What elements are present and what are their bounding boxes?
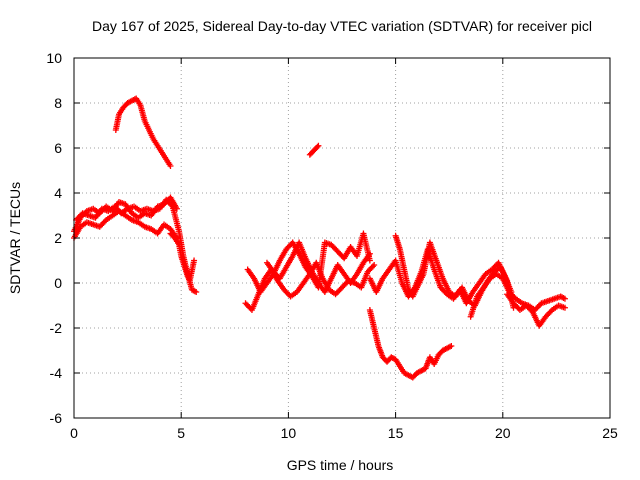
x-tick-label: 20 [495, 425, 511, 441]
data-point [561, 304, 568, 311]
data-point [193, 289, 200, 295]
y-tick-label: -2 [50, 320, 63, 336]
series-mid-c [263, 239, 373, 295]
data-point [315, 142, 322, 149]
data-point [448, 343, 455, 349]
data-point [371, 262, 378, 268]
x-tick-label: 0 [70, 425, 78, 441]
x-tick-label: 10 [281, 425, 297, 441]
series-mid-b [242, 259, 378, 313]
x-axis-label: GPS time / hours [287, 457, 394, 473]
y-tick-label: -6 [50, 410, 63, 426]
y-tick-label: 8 [54, 95, 62, 111]
y-tick-label: 6 [54, 140, 62, 156]
data-point [366, 250, 373, 257]
y-tick-label: 4 [54, 185, 62, 201]
series-small-11h [306, 142, 322, 158]
data-point [191, 257, 198, 264]
y-tick-label: 2 [54, 230, 62, 246]
series-late-b [504, 291, 568, 329]
series-high-arc [112, 95, 174, 169]
series-late-a [467, 271, 568, 320]
y-axis-label: SDTVAR / TECUs [7, 182, 23, 294]
series-early-d [167, 230, 198, 284]
x-tick-label: 5 [177, 425, 185, 441]
grid-lines [74, 58, 610, 418]
series-dip [366, 307, 455, 381]
y-tick-label: 10 [46, 50, 62, 66]
data-point [561, 295, 568, 302]
data-point [366, 257, 373, 264]
x-tick-label: 15 [388, 425, 404, 441]
data-point [314, 143, 321, 150]
y-tick-label: -4 [50, 365, 63, 381]
data-marks [71, 95, 568, 381]
axis-ticks: 0 5 10 15 20 25 -6 -4 -2 0 2 4 6 8 10 [46, 50, 618, 441]
series-early-c [73, 196, 200, 295]
chart-title: Day 167 of 2025, Sidereal Day-to-day VTE… [92, 18, 592, 34]
x-tick-label: 25 [602, 425, 618, 441]
y-tick-label: 0 [54, 275, 62, 291]
data-point [167, 163, 174, 169]
